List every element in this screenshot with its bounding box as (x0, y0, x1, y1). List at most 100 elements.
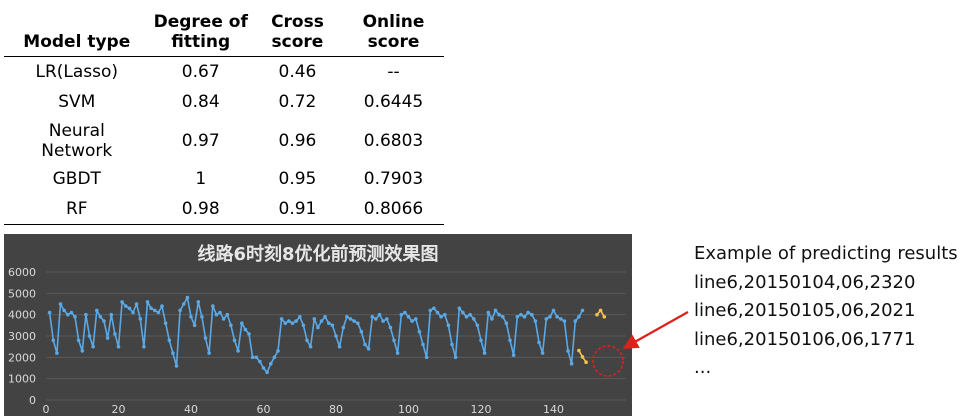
data-point (464, 315, 469, 319)
data-point (359, 329, 364, 334)
data-point (366, 347, 371, 351)
y-tick-label: 5000 (8, 287, 36, 300)
example-ellipsis: ... (694, 357, 712, 378)
data-point (182, 302, 186, 306)
data-point (562, 319, 567, 323)
data-point (424, 355, 429, 360)
data-point (98, 315, 103, 319)
data-point (421, 342, 425, 347)
data-point (80, 349, 85, 353)
data-point (124, 304, 128, 308)
data-point (410, 319, 414, 323)
data-point (497, 312, 501, 317)
data-point (120, 300, 124, 304)
data-point (290, 321, 295, 325)
prediction-example: Example of predicting results line6,2015… (694, 240, 969, 383)
data-point (203, 336, 208, 340)
highlight-circle (592, 345, 624, 377)
model-name-cell: RF (4, 194, 150, 225)
data-point (439, 315, 443, 319)
data-point (221, 317, 226, 321)
cross-score-cell: 0.95 (278, 169, 317, 189)
data-point (301, 323, 306, 328)
data-point (308, 344, 313, 349)
data-point (540, 351, 545, 355)
data-point (232, 338, 237, 343)
data-point (178, 308, 182, 313)
data-point (283, 321, 288, 325)
table-row: LR(Lasso) 0.67 0.46 -- (4, 57, 444, 88)
data-point (457, 306, 462, 311)
data-point (461, 310, 465, 315)
data-point (595, 312, 599, 317)
fitting-cell: 0.97 (181, 130, 220, 151)
data-point (522, 315, 527, 319)
data-point (584, 360, 588, 364)
data-point (468, 312, 472, 317)
model-name-cell: LR(Lasso) (35, 62, 119, 82)
y-tick-label: 6000 (8, 266, 36, 279)
data-point (515, 315, 520, 319)
data-point (475, 323, 480, 328)
x-tick-label: 100 (398, 403, 419, 416)
data-point (149, 306, 153, 311)
data-point (417, 329, 422, 334)
data-point (254, 355, 259, 360)
data-point (305, 338, 309, 343)
data-point (229, 323, 233, 328)
data-point (211, 304, 215, 308)
data-point (236, 349, 240, 353)
data-point (580, 355, 585, 359)
cross-score-cell: 0.96 (278, 130, 317, 151)
data-point (577, 348, 581, 353)
data-point (537, 340, 541, 345)
data-point (530, 312, 534, 317)
data-point (406, 315, 411, 319)
data-point (511, 353, 516, 357)
data-point (385, 317, 389, 321)
data-point (551, 308, 556, 313)
data-point (171, 351, 175, 355)
data-point (432, 306, 436, 311)
prediction-chart: 线路6时刻8优化前预测效果图 0 1000 2000 3000 4000 5000 6000… (4, 234, 632, 416)
data-point (95, 308, 99, 313)
example-line: line6,20150104,06,2320 (694, 271, 916, 293)
data-point (160, 304, 164, 308)
data-point (443, 312, 447, 317)
chart-series (47, 295, 607, 375)
data-point (377, 312, 382, 317)
data-point (323, 315, 327, 319)
data-point (414, 317, 418, 321)
data-point (142, 344, 146, 349)
data-point (218, 310, 222, 315)
data-point (102, 319, 106, 323)
data-point (189, 315, 193, 319)
data-point (87, 334, 92, 338)
data-point (312, 317, 317, 321)
data-point (225, 312, 230, 317)
data-point (598, 308, 603, 313)
data-point (435, 310, 440, 315)
data-point (399, 312, 404, 317)
data-point (66, 312, 70, 317)
data-point (298, 315, 302, 319)
data-point (269, 361, 273, 366)
data-point (91, 344, 95, 349)
fitting-cell: 1 (195, 169, 207, 189)
online-score-cell: -- (387, 62, 400, 82)
data-point (55, 351, 59, 355)
x-tick-label: 140 (543, 403, 564, 416)
data-point (352, 319, 356, 323)
data-point (138, 317, 143, 321)
data-point (341, 325, 346, 330)
data-point (163, 321, 168, 325)
data-point (185, 295, 190, 300)
y-tick-label: 1000 (8, 373, 36, 386)
table-row: GBDT 1 0.95 0.7903 (4, 164, 444, 194)
data-point (247, 332, 251, 336)
model-name-cell: GBDT (52, 169, 101, 189)
data-point (602, 315, 607, 319)
data-point (240, 321, 244, 325)
data-point (526, 310, 530, 315)
data-point (472, 317, 476, 321)
